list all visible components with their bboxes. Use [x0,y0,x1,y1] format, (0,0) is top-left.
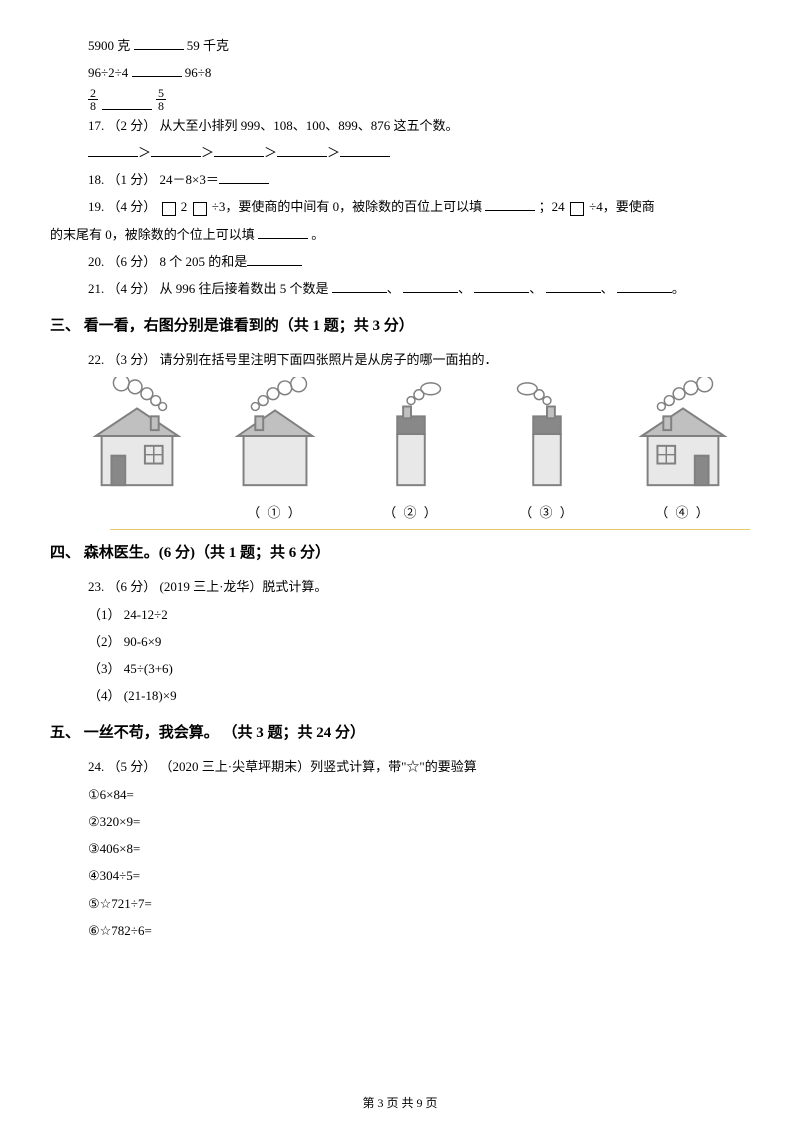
box-icon [162,202,176,216]
q23: 23. （6 分） (2019 三上·龙华）脱式计算。 [50,573,750,600]
text: 的末尾有 0，被除数的个位上可以填 [50,227,255,242]
blank [546,279,601,293]
q23-1: （1） 24-12÷2 [50,601,750,628]
text: 59 千克 [187,38,229,53]
house-front-icon [80,377,198,495]
caption: （ ① ） [247,499,303,526]
text: 5900 克 [88,38,130,53]
text: 18. （1 分） 24－8×3＝ [88,172,219,187]
text: 2 [181,199,191,214]
section-5-heading: 五、 一丝不苟，我会算。 （共 3 题；共 24 分） [50,718,750,750]
text: 21. （4 分） 从 996 往后接着数出 5 个数是 [88,281,329,296]
text: 96÷2÷4 [88,65,128,80]
house-icon [216,377,334,495]
house-front [80,377,198,526]
q19: 19. （4 分） 2 ÷3，要使商的中间有 0，被除数的百位上可以填 ；24 … [50,193,750,248]
q18: 18. （1 分） 24－8×3＝ [50,166,750,193]
caption-empty [137,499,140,526]
house-back-icon [624,377,742,495]
q23-4: （4） (21-18)×9 [50,682,750,709]
text: （ ② ） [383,505,439,520]
denominator: 8 [156,100,166,112]
text: 20. （6 分） 8 个 205 的和是 [88,254,247,269]
q24-6: ⑥☆782÷6= [50,917,750,944]
divider-line [110,529,750,530]
q24-1: ①6×84= [50,781,750,808]
house-view-1: （ ① ） [216,377,334,526]
text: 19. （4 分） [50,199,156,214]
line-compare-3: 2 8 5 8 [50,87,750,112]
blank [88,143,138,157]
text: ；24 [539,199,568,214]
q17: 17. （2 分） 从大至小排列 999、108、100、899、876 这五个… [50,112,750,139]
fraction-1: 2 8 [88,87,98,112]
box-icon [570,202,584,216]
fraction-2: 5 8 [156,87,166,112]
q24-2: ②320×9= [50,808,750,835]
q20: 20. （6 分） 8 个 205 的和是 [50,248,750,275]
blank [403,279,458,293]
blank [134,36,184,50]
text: ÷4，要使商 [589,199,655,214]
caption: （ ④ ） [655,499,711,526]
q24-3: ③406×8= [50,835,750,862]
q24: 24. （5 分） （2020 三上·尖草坪期末）列竖式计算，带"☆"的要验算 [50,753,750,780]
q24-4: ④304÷5= [50,862,750,889]
blank [332,279,387,293]
house-view-2: （ ② ） [352,377,470,526]
q22: 22. （3 分） 请分别在括号里注明下面四张照片是从房子的哪一面拍的． [50,346,750,373]
blank [340,143,390,157]
line-compare-2: 96÷2÷4 96÷8 [50,59,750,86]
q17-blanks: ＞＞＞＞ [50,139,750,166]
text: （ ④ ） [655,505,711,520]
q23-2: （2） 90-6×9 [50,628,750,655]
text: 。 [311,227,324,242]
text: 96÷8 [185,65,212,80]
blank [132,63,182,77]
text: ÷3，要使商的中间有 0，被除数的百位上可以填 [212,199,482,214]
box-icon [193,202,207,216]
blank [617,279,672,293]
text: （ ① ） [247,505,303,520]
blank [151,143,201,157]
line-compare-1: 5900 克 59 千克 [50,32,750,59]
text: （ ③ ） [519,505,575,520]
blank [258,225,308,239]
numerator: 2 [88,87,98,100]
house-view-4: （ ④ ） [624,377,742,526]
houses-row: （ ① ） （ ② ） （ ③ ） [50,377,750,529]
q21: 21. （4 分） 从 996 往后接着数出 5 个数是 、 、 、 、 。 [50,275,750,302]
blank [474,279,529,293]
caption: （ ③ ） [519,499,575,526]
caption: （ ② ） [383,499,439,526]
numerator: 5 [156,87,166,100]
blank [214,143,264,157]
section-3-heading: 三、 看一看，右图分别是谁看到的（共 1 题；共 3 分） [50,311,750,343]
blank [277,143,327,157]
house-side-icon [488,377,606,495]
blank [247,252,302,266]
blank [485,197,535,211]
page-footer: 第 3 页 共 9 页 [0,1091,800,1116]
house-view-3: （ ③ ） [488,377,606,526]
section-4-heading: 四、 森林医生。(6 分)（共 1 题；共 6 分） [50,538,750,570]
denominator: 8 [88,100,98,112]
q23-3: （3） 45÷(3+6) [50,655,750,682]
blank [102,96,152,110]
blank [219,170,269,184]
house-side-icon [352,377,470,495]
q24-5: ⑤☆721÷7= [50,890,750,917]
